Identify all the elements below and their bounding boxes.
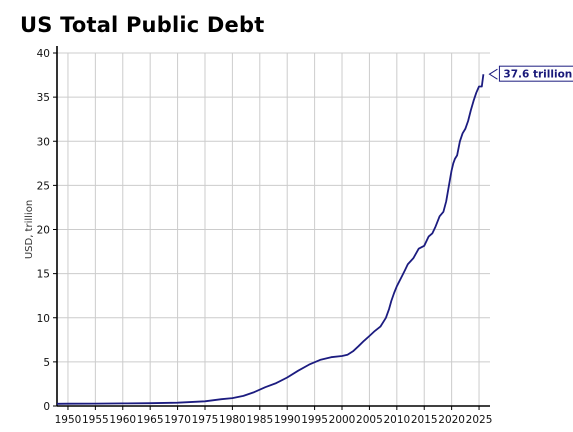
y-tick-label: 25 [37, 180, 50, 192]
chart-title: US Total Public Debt [20, 13, 265, 37]
x-tick-label: 1980 [219, 414, 246, 426]
x-tick-label: 2005 [356, 414, 383, 426]
x-tick-label: 1995 [301, 414, 328, 426]
y-tick-label: 15 [37, 269, 50, 281]
y-tick-label: 0 [43, 401, 50, 413]
x-tick-label: 1985 [246, 414, 273, 426]
y-tick-label: 10 [37, 313, 50, 325]
axes [56, 46, 490, 407]
x-tick-label: 1990 [274, 414, 301, 426]
y-tick-label: 35 [37, 92, 50, 104]
end-label-pointer [488, 68, 498, 80]
x-tick-label: 2020 [438, 414, 465, 426]
y-tick-label: 30 [37, 136, 50, 148]
end-value-label: 37.6 trillion [488, 65, 573, 82]
grid [57, 52, 490, 406]
y-tick-label: 40 [37, 48, 50, 60]
end-label-text: 37.6 trillion [503, 69, 572, 81]
x-tick-label: 2000 [329, 414, 356, 426]
x-tick-label: 1960 [109, 414, 136, 426]
x-tick-label: 1965 [137, 414, 164, 426]
end-label-box [498, 65, 573, 82]
x-tick-label: 1950 [55, 414, 82, 426]
y-axis-title: USD, trillion [24, 200, 35, 259]
x-tick-label: 1970 [164, 414, 191, 426]
y-tick-label: 5 [43, 357, 50, 369]
y-tick-label: 20 [37, 225, 50, 237]
x-tick-label: 2025 [466, 414, 493, 426]
x-tick-label: 1975 [192, 414, 219, 426]
x-tick-labels: 1950 1955 1960 1965 1970 1975 1980 1985 1990 1995… [55, 406, 493, 426]
debt-series-line [56, 74, 485, 405]
y-tick-labels: 0 5 10 15 20 25 30 35 40 [37, 48, 57, 413]
x-tick-label: 1955 [82, 414, 109, 426]
x-tick-label: 2015 [411, 414, 438, 426]
x-tick-label: 2010 [383, 414, 410, 426]
